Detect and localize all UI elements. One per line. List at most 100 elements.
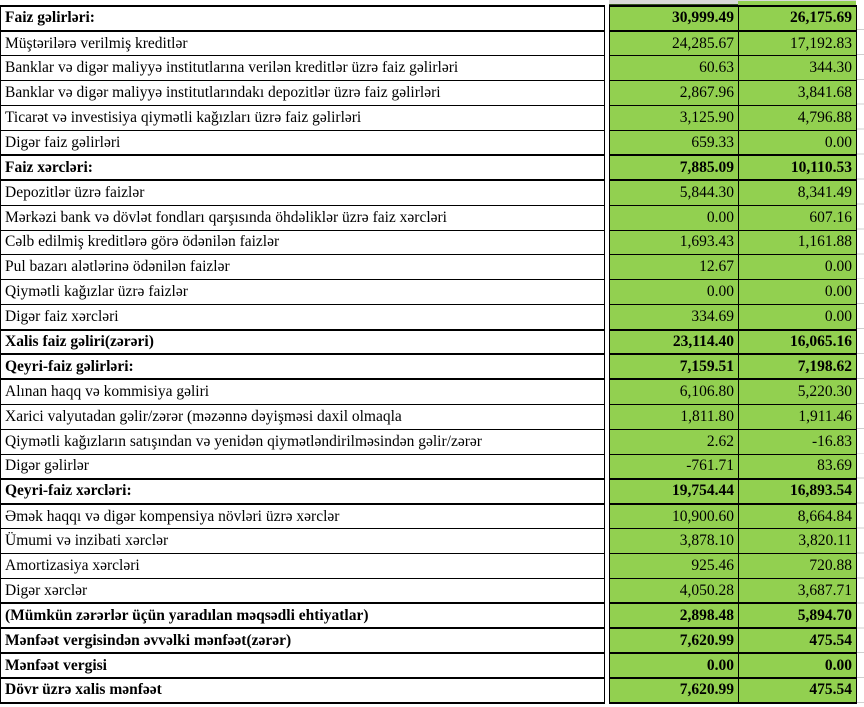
row-label-cell[interactable]: Əmək haqqı və digər kompensiya növləri ü…: [0, 503, 605, 530]
row-label-cell[interactable]: Banklar və digər maliyyə institutlarına …: [0, 55, 605, 82]
value-cell-current[interactable]: 0.00: [609, 204, 739, 231]
value-cell-current[interactable]: 2.62: [609, 428, 739, 455]
value-cell-prior[interactable]: 1,161.88: [738, 229, 857, 256]
row-label-cell[interactable]: Xarici valyutadan gəlir/zərər (məzənnə d…: [0, 403, 605, 430]
value-cell-current[interactable]: 30,999.49: [609, 5, 739, 32]
value-cell-prior[interactable]: 0.00: [738, 304, 857, 331]
row-label-cell[interactable]: Alınan haqq və kommisiya gəliri: [0, 378, 605, 405]
value-cell-current[interactable]: 60.63: [609, 55, 739, 82]
value-cell-current[interactable]: 23,114.40: [609, 328, 739, 356]
value-cell-prior[interactable]: 7,198.62: [738, 353, 857, 381]
value-cell-current[interactable]: 2,898.48: [609, 602, 739, 630]
spacer-cell: [604, 180, 610, 206]
value-cell-prior[interactable]: 5,894.70: [738, 602, 857, 630]
spacer-cell: [604, 205, 610, 231]
cropped-cell-above-column1: [609, 0, 738, 6]
value-cell-prior[interactable]: 8,664.84: [738, 503, 857, 530]
value-cell-prior[interactable]: 16,893.54: [738, 477, 857, 505]
row-label-cell[interactable]: Qiymətli kağızların satışından və yenidə…: [0, 428, 605, 455]
row-label-cell[interactable]: Müştərilərə verilmiş kreditlər: [0, 30, 605, 57]
table-row: Dövr üzrə xalis mənfəət 7,620.99 475.54: [0, 677, 857, 704]
value-cell-current[interactable]: 24,285.67: [609, 30, 739, 57]
spacer-cell: [604, 553, 610, 579]
row-label-cell[interactable]: Faiz gəlirləri:: [0, 5, 605, 32]
value-cell-prior[interactable]: 5,220.30: [738, 378, 857, 405]
value-cell-prior[interactable]: 0.00: [738, 129, 857, 156]
value-cell-prior[interactable]: 0.00: [738, 254, 857, 281]
value-cell-current[interactable]: 7,885.09: [609, 154, 739, 182]
value-cell-prior[interactable]: 344.30: [738, 55, 857, 82]
value-cell-current[interactable]: 7,620.99: [609, 627, 739, 655]
value-cell-current[interactable]: 3,125.90: [609, 105, 739, 131]
spacer-cell: [604, 55, 610, 81]
row-label-cell[interactable]: Xalis faiz gəliri(zərəri): [0, 328, 605, 356]
value-cell-prior[interactable]: 26,175.69: [738, 5, 857, 32]
table-row: Xarici valyutadan gəlir/zərər (məzənnə d…: [0, 403, 857, 430]
value-cell-prior[interactable]: 607.16: [738, 204, 857, 231]
row-label-cell[interactable]: Banklar və digər maliyyə institutlarında…: [0, 80, 605, 107]
spacer-cell: [604, 404, 610, 430]
row-label-cell[interactable]: Digər xərclər: [0, 577, 605, 604]
value-cell-current[interactable]: 7,159.51: [609, 353, 739, 381]
value-cell-prior[interactable]: 720.88: [738, 553, 857, 579]
value-cell-prior[interactable]: 83.69: [738, 453, 857, 480]
table-row: Mərkəzi bank və dövlət fondları qarşısın…: [0, 204, 857, 231]
value-cell-current[interactable]: 10,900.60: [609, 503, 739, 530]
row-label-cell[interactable]: Amortizasiya xərcləri: [0, 553, 605, 579]
row-label-cell[interactable]: Cəlb edilmiş kreditlərə görə ödənilən fa…: [0, 229, 605, 256]
value-cell-prior[interactable]: 10,110.53: [738, 154, 857, 182]
row-label-cell[interactable]: Dövr üzrə xalis mənfəət: [0, 677, 605, 704]
spacer-cell: [604, 354, 610, 380]
value-cell-prior[interactable]: 8,341.49: [738, 179, 857, 206]
value-cell-current[interactable]: 925.46: [609, 553, 739, 579]
value-cell-current[interactable]: 0.00: [609, 279, 739, 306]
value-cell-current[interactable]: 334.69: [609, 304, 739, 331]
row-label-cell[interactable]: Digər faiz xərcləri: [0, 304, 605, 331]
value-cell-current[interactable]: 1,811.80: [609, 403, 739, 430]
value-cell-current[interactable]: 0.00: [609, 652, 739, 680]
table-row: Əmək haqqı və digər kompensiya növləri ü…: [0, 503, 857, 530]
value-cell-prior[interactable]: 3,841.68: [738, 80, 857, 107]
value-cell-prior[interactable]: 17,192.83: [738, 30, 857, 57]
row-label-cell[interactable]: Qeyri-faiz xərcləri:: [0, 477, 605, 505]
value-cell-current[interactable]: 19,754.44: [609, 477, 739, 505]
value-cell-prior[interactable]: 0.00: [738, 652, 857, 680]
row-label-cell[interactable]: Digər faiz gəlirləri: [0, 129, 605, 156]
value-cell-prior[interactable]: 475.54: [738, 627, 857, 655]
row-label-cell[interactable]: Qeyri-faiz gəlirləri:: [0, 353, 605, 381]
value-cell-prior[interactable]: 475.54: [738, 677, 857, 704]
value-cell-prior[interactable]: -16.83: [738, 428, 857, 455]
value-cell-prior[interactable]: 1,911.46: [738, 403, 857, 430]
value-cell-current[interactable]: 5,844.30: [609, 179, 739, 206]
value-cell-prior[interactable]: 16,065.16: [738, 328, 857, 356]
value-cell-current[interactable]: 3,878.10: [609, 528, 739, 555]
value-cell-prior[interactable]: 3,687.71: [738, 577, 857, 604]
row-label-cell[interactable]: Pul bazarı alətlərinə ödənilən faizlər: [0, 254, 605, 281]
value-cell-prior[interactable]: 3,820.11: [738, 528, 857, 555]
spacer-cell: [604, 628, 610, 654]
value-cell-current[interactable]: 12.67: [609, 254, 739, 281]
row-label-cell[interactable]: Mənfəət vergisi: [0, 652, 605, 680]
value-cell-prior[interactable]: 0.00: [738, 279, 857, 306]
row-label-cell[interactable]: (Mümkün zərərlər üçün yaradılan məqsədli…: [0, 602, 605, 630]
table-row: Qeyri-faiz xərcləri: 19,754.44 16,893.54: [0, 477, 857, 505]
value-cell-prior[interactable]: 4,796.88: [738, 105, 857, 131]
value-cell-current[interactable]: 1,693.43: [609, 229, 739, 256]
row-label-cell[interactable]: Digər gəlirlər: [0, 453, 605, 480]
income-statement-table-body: Faiz gəlirləri: 30,999.49 26,175.69 Müştəri…: [0, 5, 857, 704]
row-label-cell[interactable]: Mərkəzi bank və dövlət fondları qarşısın…: [0, 204, 605, 231]
value-cell-current[interactable]: -761.71: [609, 453, 739, 480]
row-label-cell[interactable]: Faiz xərcləri:: [0, 154, 605, 182]
value-cell-current[interactable]: 4,050.28: [609, 577, 739, 604]
row-label-cell[interactable]: Qiymətli kağızlar üzrə faizlər: [0, 279, 605, 306]
spacer-cell: [604, 230, 610, 255]
value-cell-current[interactable]: 2,867.96: [609, 80, 739, 107]
value-cell-current[interactable]: 6,106.80: [609, 378, 739, 405]
value-cell-current[interactable]: 7,620.99: [609, 677, 739, 704]
row-label-cell[interactable]: Mənfəət vergisindən əvvəlki mənfəət(zərə…: [0, 627, 605, 655]
spacer-cell: [604, 454, 610, 479]
row-label-cell[interactable]: Ümumi və inzibati xərclər: [0, 528, 605, 555]
row-label-cell[interactable]: Ticarət və investisiya qiymətli kağızlar…: [0, 105, 605, 131]
value-cell-current[interactable]: 659.33: [609, 129, 739, 156]
row-label-cell[interactable]: Depozitlər üzrə faizlər: [0, 179, 605, 206]
